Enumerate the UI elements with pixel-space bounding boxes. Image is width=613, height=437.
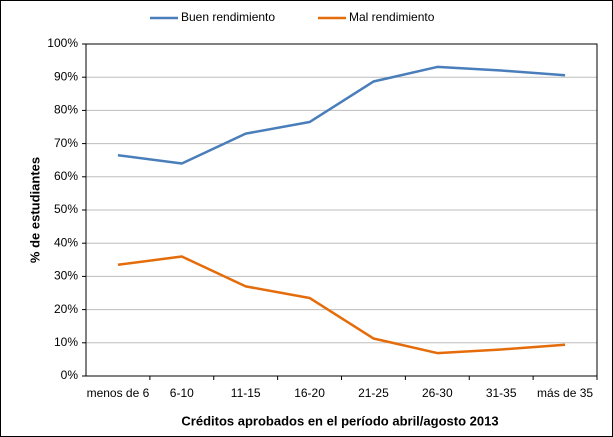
x-tick-label: más de 35: [537, 386, 593, 400]
y-tick-label: 50%: [54, 202, 78, 216]
x-tick-label: 11-15: [231, 386, 261, 400]
y-tick-label: 90%: [54, 69, 78, 83]
legend-label: Buen rendimiento: [181, 10, 275, 24]
y-tick-label: 20%: [54, 302, 78, 316]
y-tick-label: 0%: [61, 368, 79, 382]
x-tick-label: 31-35: [486, 386, 517, 400]
x-tick-label: 21-25: [358, 386, 389, 400]
series-line: [117, 255, 566, 355]
x-tick-label: 16-20: [294, 386, 325, 400]
x-tick-label: 26-30: [422, 386, 453, 400]
y-tick-label: 10%: [54, 335, 78, 349]
y-tick-label: 40%: [54, 235, 78, 249]
y-tick-label: 70%: [54, 136, 78, 150]
x-tick-label: 6-10: [170, 386, 194, 400]
x-axis-title: Créditos aprobados en el período abril/a…: [181, 413, 498, 428]
y-tick-label: 80%: [54, 103, 78, 117]
legend-label: Mal rendimiento: [349, 10, 435, 24]
y-axis-title: % de estudiantes: [27, 157, 42, 263]
y-tick-label: 60%: [54, 169, 78, 183]
y-tick-label: 100%: [47, 36, 78, 50]
series-line: [117, 65, 566, 165]
x-tick-label: menos de 6: [87, 386, 150, 400]
y-tick-label: 30%: [54, 269, 78, 283]
